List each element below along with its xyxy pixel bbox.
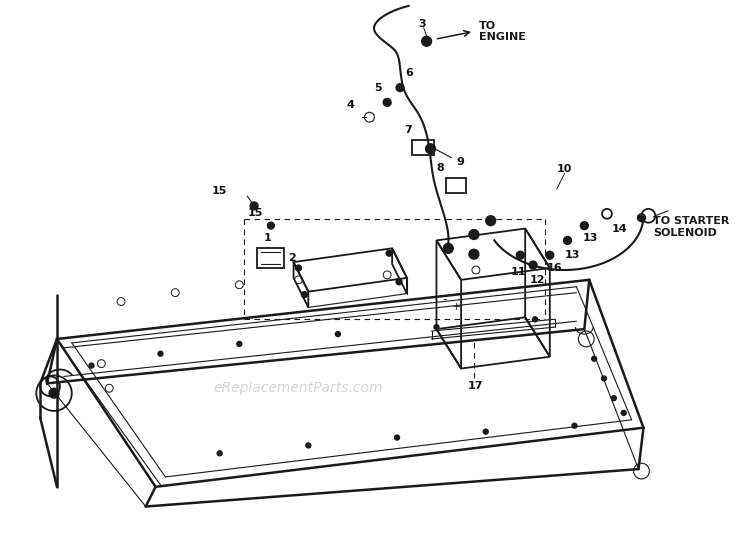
Circle shape [383, 98, 392, 106]
Text: 10: 10 [557, 164, 572, 175]
Text: eReplacementParts.com: eReplacementParts.com [214, 381, 383, 395]
Text: SOLENOID: SOLENOID [653, 228, 717, 237]
Text: 13: 13 [565, 250, 580, 260]
Text: 11: 11 [511, 267, 526, 277]
Text: 7: 7 [404, 125, 412, 135]
Circle shape [268, 222, 274, 229]
Circle shape [516, 251, 524, 259]
Text: 4: 4 [346, 100, 355, 111]
Circle shape [251, 202, 258, 210]
Circle shape [49, 388, 59, 398]
Text: 13: 13 [582, 234, 598, 243]
Circle shape [486, 216, 496, 226]
Circle shape [621, 410, 626, 415]
Circle shape [580, 222, 588, 229]
Circle shape [638, 214, 646, 222]
Text: ENGINE: ENGINE [478, 32, 526, 42]
Text: 17: 17 [468, 381, 484, 391]
Circle shape [611, 396, 616, 401]
Circle shape [546, 251, 554, 259]
Text: +: + [452, 302, 460, 313]
Circle shape [563, 236, 572, 244]
Circle shape [426, 144, 436, 154]
Circle shape [529, 261, 537, 269]
Text: 3: 3 [418, 19, 425, 28]
Circle shape [434, 325, 439, 330]
Circle shape [89, 363, 94, 368]
Text: 1: 1 [264, 234, 272, 243]
Circle shape [469, 249, 478, 259]
Circle shape [306, 443, 310, 448]
Text: TO: TO [478, 20, 496, 31]
Circle shape [302, 292, 307, 297]
Circle shape [422, 37, 431, 46]
Text: TO STARTER: TO STARTER [653, 216, 730, 226]
Circle shape [469, 229, 478, 240]
Text: 12: 12 [530, 275, 545, 285]
Circle shape [592, 356, 597, 361]
Text: 16: 16 [547, 263, 562, 273]
Circle shape [335, 331, 340, 337]
Circle shape [217, 451, 222, 456]
Text: 6: 6 [405, 68, 412, 78]
Circle shape [572, 423, 577, 428]
Circle shape [158, 351, 163, 356]
Text: 15: 15 [248, 208, 262, 218]
Circle shape [532, 317, 538, 322]
Text: 14: 14 [612, 223, 628, 234]
Circle shape [396, 84, 404, 92]
Circle shape [443, 243, 453, 253]
Text: 9: 9 [456, 157, 464, 166]
Circle shape [394, 435, 400, 440]
Circle shape [386, 250, 392, 256]
Text: 5: 5 [375, 83, 382, 92]
Text: -: - [442, 293, 446, 306]
Text: 8: 8 [436, 163, 444, 173]
Circle shape [483, 429, 488, 434]
Circle shape [396, 279, 402, 285]
Text: 15: 15 [212, 186, 227, 196]
Circle shape [602, 376, 607, 381]
Circle shape [296, 265, 302, 271]
Circle shape [237, 342, 242, 346]
Text: 2: 2 [289, 253, 296, 263]
